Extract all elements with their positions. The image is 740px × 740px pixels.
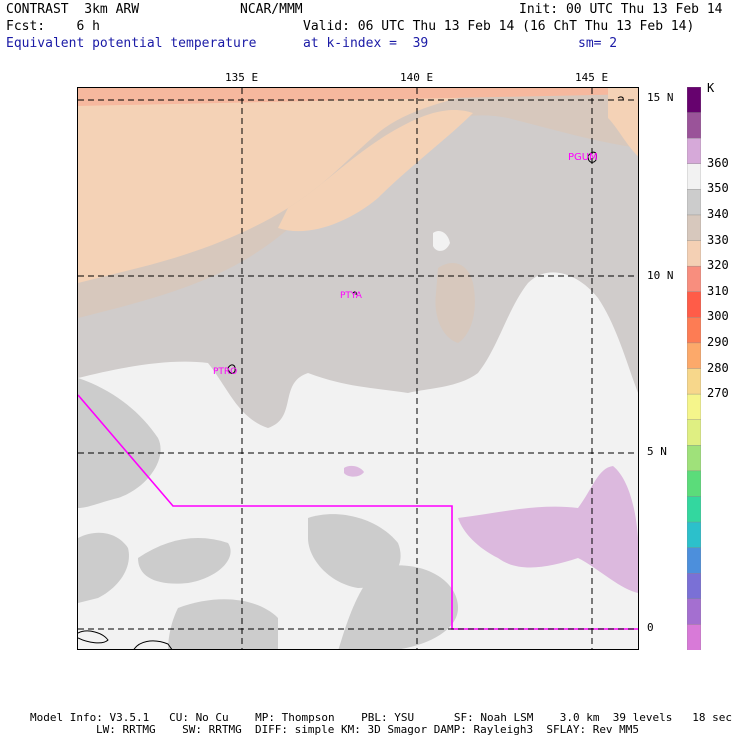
colorbar-level-label: 290 [707, 334, 729, 349]
colorbar-level-label: 320 [707, 258, 729, 273]
colorbar-swatch [687, 419, 701, 446]
colorbar-level-label: 300 [707, 309, 729, 324]
map-panel: PGUM PTYA PTRO [77, 87, 639, 650]
organization: NCAR/MMM [240, 2, 303, 17]
colorbar-swatch [687, 470, 701, 498]
colorbar-swatch [687, 240, 701, 267]
colorbar [687, 87, 701, 650]
init-time: Init: 00 UTC Thu 13 Feb 14 [519, 2, 723, 17]
colorbar-swatch [687, 189, 701, 216]
colorbar-level-label: 350 [707, 181, 729, 196]
lon-label-135: 135 E [225, 71, 259, 84]
colorbar-swatch [687, 624, 701, 650]
station-label-ptro: PTRO [213, 367, 238, 377]
colorbar-swatch [687, 521, 701, 549]
lat-label-0: 0 [647, 621, 654, 634]
station-label-pgum: PGUM [568, 152, 598, 163]
colorbar-swatch [687, 87, 701, 114]
colorbar-swatch [687, 342, 701, 370]
colorbar-swatch [687, 214, 701, 242]
colorbar-swatch [687, 368, 701, 395]
model-title: CONTRAST 3km ARW [6, 2, 140, 17]
colorbar-swatch [687, 317, 701, 344]
lat-label-5n: 5 N [647, 445, 667, 458]
colorbar-swatch [687, 163, 701, 191]
colorbar-swatch [687, 573, 701, 600]
model-info-line1: Model Info: V3.5.1 CU: No Cu MP: Thompso… [30, 711, 732, 724]
field-name: Equivalent potential temperature [6, 36, 257, 51]
lon-label-145: 145 E [575, 71, 609, 84]
valid-time: Valid: 06 UTC Thu 13 Feb 14 (16 ChT Thu … [303, 19, 695, 34]
colorbar-level-label: 340 [707, 206, 729, 221]
colorbar-level-label: 270 [707, 386, 729, 401]
colorbar-level-label: 330 [707, 232, 729, 247]
station-label-ptya: PTYA [340, 291, 362, 301]
lon-label-140: 140 E [400, 71, 434, 84]
colorbar-swatch [687, 445, 701, 472]
level-index: at k-index = 39 [303, 36, 429, 51]
colorbar-swatch [687, 265, 701, 293]
colorbar-swatch [687, 547, 701, 574]
colorbar-swatch [687, 112, 701, 139]
theta-e-field [78, 88, 638, 649]
colorbar-swatch [687, 598, 701, 626]
lat-label-15n: 15 N [647, 91, 674, 104]
colorbar-level-label: 310 [707, 283, 729, 298]
colorbar-swatch [687, 393, 701, 421]
colorbar-level-label: 360 [707, 155, 729, 170]
lat-label-10n: 10 N [647, 269, 674, 282]
model-info-line2: LW: RRTMG SW: RRTMG DIFF: simple KM: 3D … [96, 723, 640, 736]
smoothing: sm= 2 [578, 36, 618, 51]
colorbar-unit: K [707, 81, 715, 95]
colorbar-level-label: 280 [707, 360, 729, 375]
colorbar-swatch [687, 291, 701, 319]
colorbar-swatch [687, 496, 701, 523]
forecast-hour: Fcst: 6 h [6, 19, 100, 34]
colorbar-swatch [687, 137, 701, 165]
